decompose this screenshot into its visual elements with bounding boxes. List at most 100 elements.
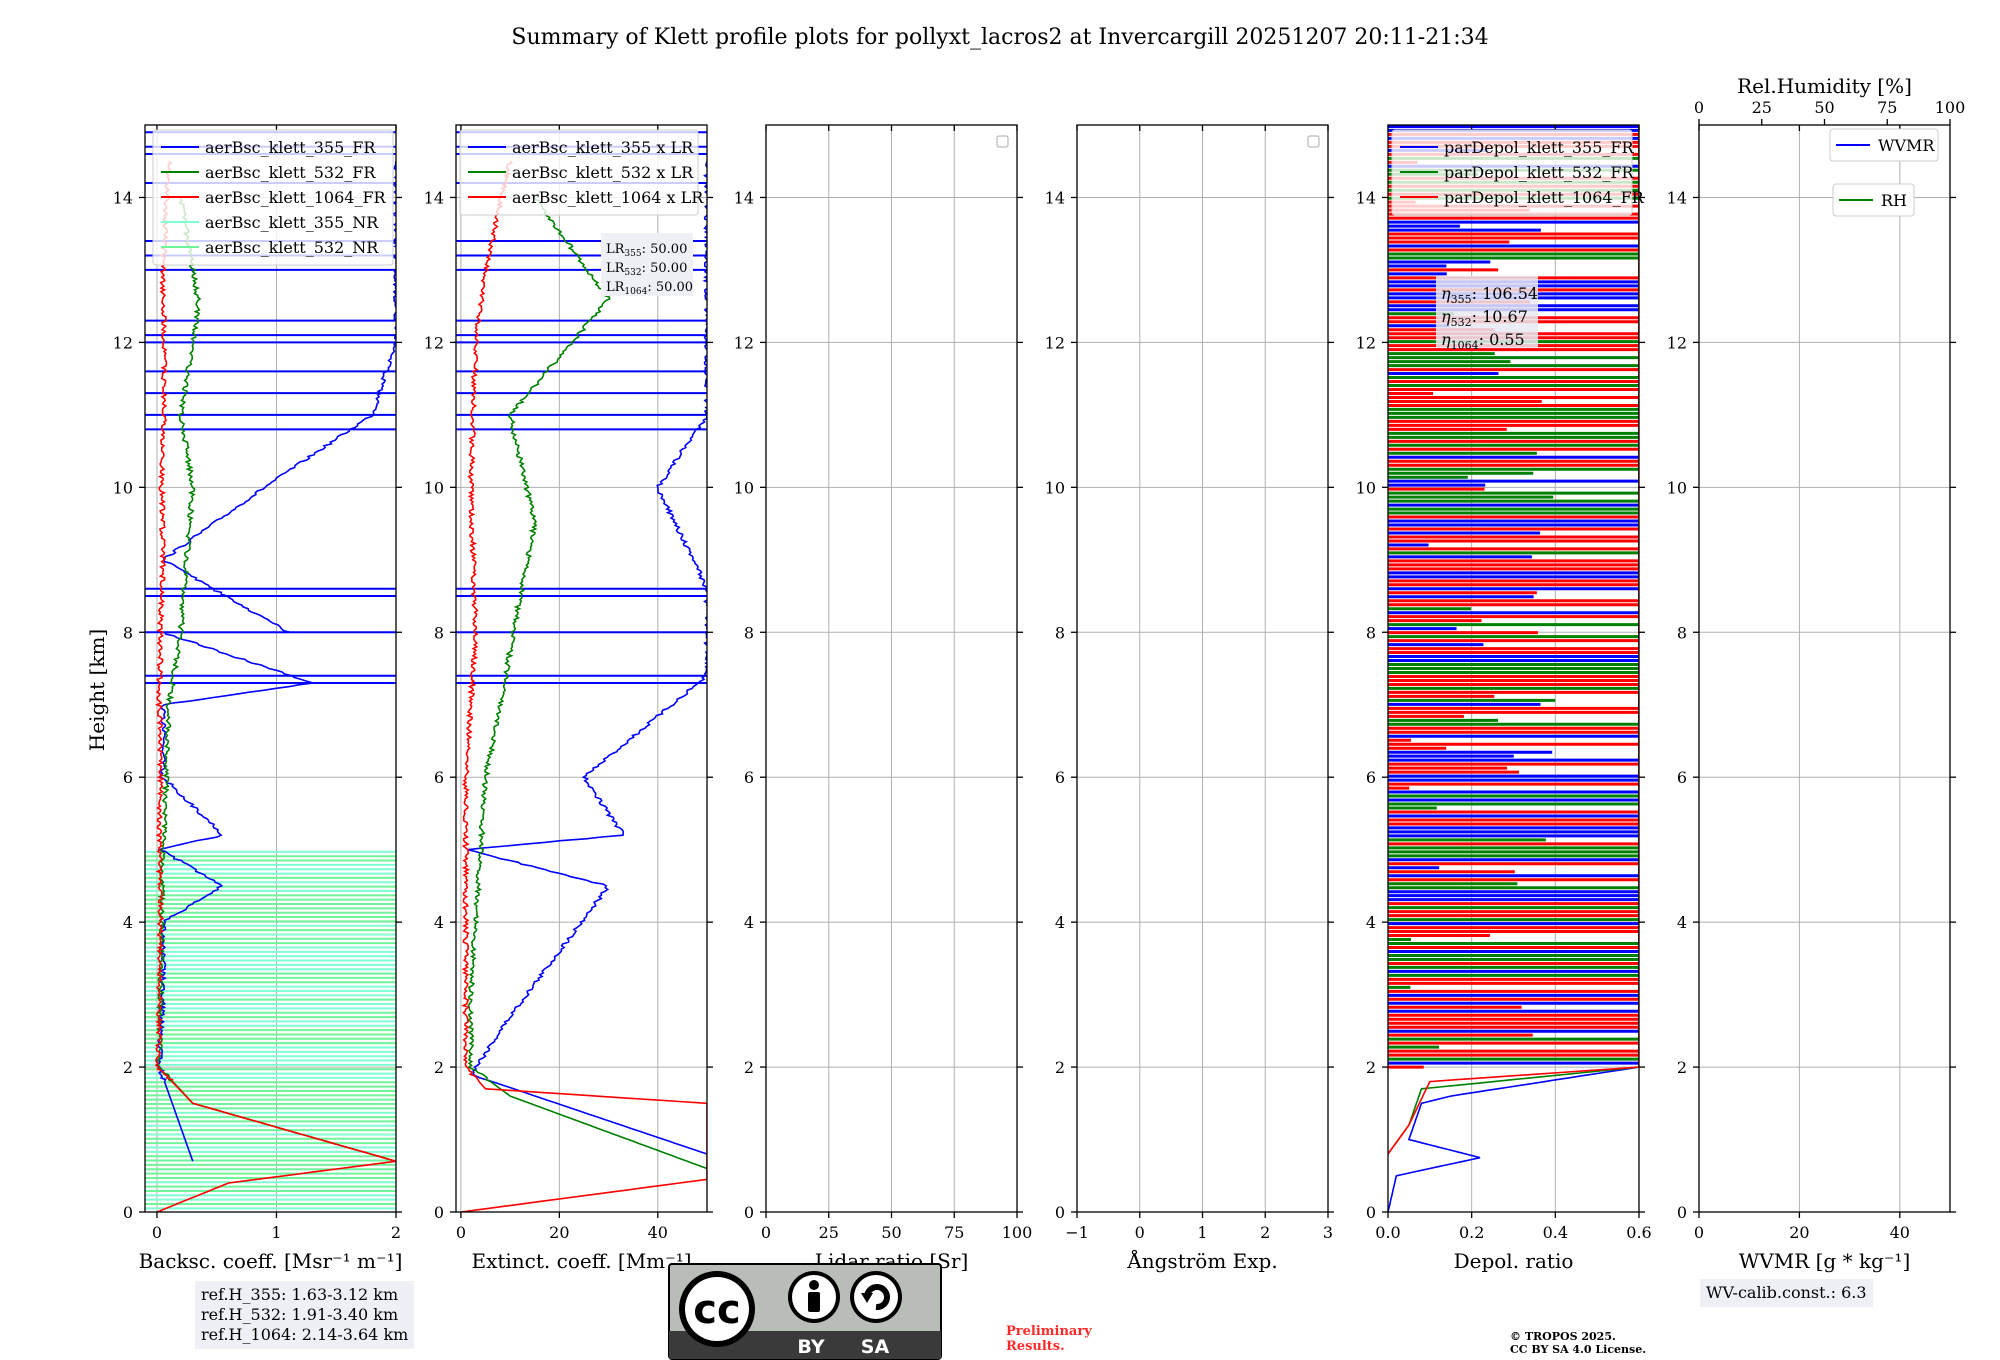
y-tick-label: 2 (744, 1058, 754, 1077)
legend-label: parDepol_klett_355_FR (1444, 138, 1635, 157)
copyright-line-1: © TROPOS 2025. (1510, 1330, 1616, 1343)
x-tick-label: 0.2 (1459, 1223, 1484, 1242)
y-tick-label: 14 (1356, 188, 1376, 207)
y-tick-label: 10 (1356, 478, 1376, 497)
series-line-aerBsc_klett_1064_FR (154, 160, 396, 1212)
empty-legend-box (996, 135, 1009, 148)
y-tick-label: 10 (1045, 478, 1065, 497)
y-tick-label: 4 (123, 913, 133, 932)
x-tick-label: 0.0 (1375, 1223, 1400, 1242)
x-tick-label: 50 (881, 1223, 901, 1242)
x-tick-label: 20 (1789, 1223, 1809, 1242)
top-tick-label: 100 (1935, 98, 1966, 117)
legend-box (152, 129, 394, 266)
legend-label: aerBsc_klett_355_FR (205, 138, 376, 157)
eta-annotation: η532: 10.67 (1441, 307, 1528, 329)
plot-area-lr (766, 125, 1017, 1212)
x-tick-label: −1 (1065, 1223, 1089, 1242)
x-tick-label: 20 (549, 1223, 569, 1242)
top-tick-label: 75 (1877, 98, 1897, 117)
ref-height-1064: ref.H_1064: 2.14-3.64 km (201, 1325, 409, 1344)
legend-label: aerBsc_klett_355 x LR (512, 138, 694, 157)
legend-label: aerBsc_klett_355_NR (205, 213, 379, 232)
legend-label: aerBsc_klett_532 x LR (512, 163, 694, 182)
wv-calib-box: WV-calib.const.: 6.3 (1700, 1279, 1873, 1307)
lr-annotation: LR532: 50.00 (606, 261, 687, 278)
y-tick-label: 14 (424, 188, 444, 207)
x-tick-label: 2 (1260, 1223, 1270, 1242)
y-tick-label: 8 (123, 623, 133, 642)
preliminary-line-2: Results. (1006, 1339, 1065, 1354)
y-tick-label: 10 (424, 478, 444, 497)
y-tick-label: 14 (1045, 188, 1065, 207)
y-tick-label: 4 (434, 913, 444, 932)
y-tick-label: 14 (1667, 188, 1687, 207)
plot-area-bsc (145, 125, 396, 1212)
series-line-aerBsc_klett_355 x LR (467, 161, 707, 1155)
y-tick-label: 6 (123, 768, 133, 787)
y-tick-label: 8 (744, 623, 754, 642)
x-axis-label: Backsc. coeff. [Msr⁻¹ m⁻¹] (139, 1249, 403, 1273)
eta-annotation: η1064: 0.55 (1441, 330, 1525, 352)
x-tick-label: 100 (1002, 1223, 1033, 1242)
series-line-aerBsc_klett_1064 x LR (460, 160, 707, 1212)
x-tick-label: 1 (1197, 1223, 1207, 1242)
y-tick-label: 6 (1366, 768, 1376, 787)
y-tick-label: 2 (1055, 1058, 1065, 1077)
x-tick-label: 40 (648, 1223, 668, 1242)
legend-box (459, 129, 699, 216)
x-axis-label: Ångström Exp. (1126, 1248, 1277, 1273)
lr-annotation: LR1064: 50.00 (606, 280, 693, 297)
y-tick-label: 12 (1045, 333, 1065, 352)
y-tick-label: 6 (1055, 768, 1065, 787)
legend-box (1391, 129, 1633, 216)
copyright-line-2: CC BY SA 4.0 License. (1510, 1343, 1647, 1356)
panel-wv: 0 20 40 0 2 4 6 8 10 12 14 WVMR [g * kg⁻¹] 0 25 50 75 10… (1667, 74, 1966, 1273)
y-tick-label: 4 (744, 913, 754, 932)
annotation-box (601, 233, 693, 296)
legend-label: aerBsc_klett_1064 x LR (512, 188, 704, 207)
y-tick-label: 12 (424, 333, 444, 352)
y-tick-label: 0 (434, 1203, 444, 1222)
x-tick-label: 0 (1135, 1223, 1145, 1242)
series-line-aerBsc_klett_355_FR (156, 161, 396, 1162)
figure-title: Summary of Klett profile plots for polly… (511, 25, 1488, 50)
plot-area-wv (1699, 125, 1950, 1212)
y-tick-label: 0 (744, 1203, 754, 1222)
x-tick-label: 25 (819, 1223, 839, 1242)
legend-label: WVMR (1878, 136, 1935, 155)
empty-legend-box (1307, 135, 1320, 148)
legend-box (1829, 128, 1939, 162)
axes-frame (455, 124, 708, 1213)
x-axis-label: Depol. ratio (1454, 1249, 1574, 1273)
y-tick-label: 12 (1356, 333, 1376, 352)
y-tick-label: 14 (734, 188, 754, 207)
x-tick-label: 0.6 (1626, 1223, 1651, 1242)
y-tick-label: 0 (1366, 1203, 1376, 1222)
x-tick-label: 2 (391, 1223, 401, 1242)
x-tick-label: 40 (1890, 1223, 1910, 1242)
x-tick-label: 0.4 (1543, 1223, 1568, 1242)
preliminary-line-1: Preliminary (1006, 1324, 1092, 1339)
plot-area-ang (1077, 125, 1328, 1212)
y-tick-label: 6 (744, 768, 754, 787)
x-axis-label: Extinct. coeff. [Mm⁻¹] (471, 1249, 691, 1273)
top-tick-label: 25 (1752, 98, 1772, 117)
y-tick-label: 8 (1366, 623, 1376, 642)
preliminary-note: Preliminary Results. (1006, 1324, 1092, 1354)
ref-height-355: ref.H_355: 1.63-3.12 km (201, 1285, 399, 1304)
y-tick-label: 12 (734, 333, 754, 352)
y-tick-label: 12 (113, 333, 133, 352)
lr-annotation: LR355: 50.00 (606, 242, 687, 259)
y-tick-label: 10 (734, 478, 754, 497)
ref-height-532: ref.H_532: 1.91-3.40 km (201, 1305, 399, 1324)
cc-sa-label: SA (861, 1336, 890, 1358)
y-tick-label: 4 (1366, 913, 1376, 932)
x-tick-label: 0 (456, 1223, 466, 1242)
legend-label: aerBsc_klett_1064_FR (205, 188, 387, 207)
